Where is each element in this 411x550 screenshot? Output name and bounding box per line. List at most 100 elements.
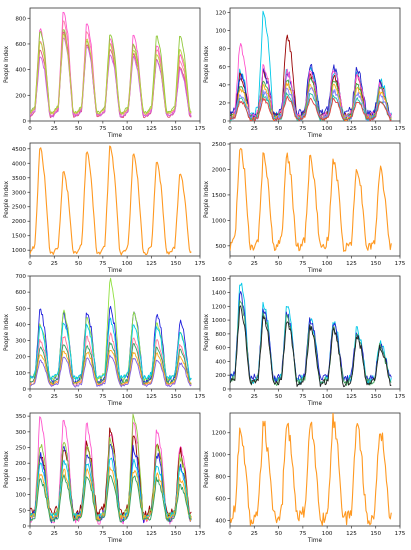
- series-line: [30, 11, 192, 116]
- x-tick-label: 150: [170, 126, 181, 132]
- x-tick-label: 75: [99, 394, 107, 400]
- plot-frame: [229, 142, 401, 257]
- y-axis-label: People Index: [204, 180, 210, 218]
- x-tick-label: 75: [99, 126, 107, 132]
- plot-frame: [29, 275, 201, 390]
- series-line: [30, 33, 192, 115]
- x-tick-label: 125: [146, 394, 157, 400]
- x-tick-label: 100: [122, 261, 133, 267]
- series-line: [30, 277, 192, 383]
- series-line: [30, 341, 192, 385]
- y-tick-label: 500: [215, 244, 226, 250]
- x-tick-label: 0: [228, 531, 232, 537]
- y-tick-label: 800: [215, 475, 226, 481]
- x-tick-label: 150: [170, 261, 181, 267]
- series-line: [30, 416, 192, 525]
- series-line: [230, 305, 392, 388]
- y-tick-label: 100: [15, 493, 26, 499]
- series-line: [30, 349, 192, 386]
- x-tick-label: 100: [122, 394, 133, 400]
- x-axis-label: Time: [307, 538, 323, 544]
- x-tick-label: 50: [275, 261, 283, 267]
- x-tick-label: 0: [28, 531, 32, 537]
- y-axis-label: People Index: [4, 45, 10, 83]
- y-tick-label: 400: [15, 322, 26, 328]
- y-tick-label: 1000: [12, 248, 27, 254]
- x-tick-label: 175: [395, 126, 406, 132]
- y-axis-label: People Index: [204, 45, 210, 83]
- x-tick-label: 175: [395, 531, 406, 537]
- x-tick-label: 125: [346, 394, 357, 400]
- y-tick-label: 0: [22, 524, 26, 530]
- y-axis-label: People Index: [204, 450, 210, 488]
- series-line: [30, 474, 192, 523]
- x-tick-label: 50: [75, 261, 83, 267]
- series-line: [30, 145, 192, 256]
- y-axis-label: People Index: [4, 450, 10, 488]
- plot-frame: [29, 412, 201, 527]
- x-tick-label: 175: [195, 394, 206, 400]
- x-tick-label: 100: [322, 531, 333, 537]
- y-tick-label: 150: [15, 477, 26, 483]
- x-tick-label: 150: [370, 261, 381, 267]
- x-tick-label: 175: [195, 531, 206, 537]
- y-tick-label: 600: [215, 346, 226, 352]
- x-tick-label: 100: [122, 126, 133, 132]
- series-group: [30, 413, 192, 525]
- series-line: [30, 457, 192, 520]
- x-tick-label: 25: [51, 261, 59, 267]
- x-tick-label: 125: [346, 261, 357, 267]
- x-tick-label: 150: [170, 394, 181, 400]
- y-tick-label: 600: [215, 497, 226, 503]
- series-line: [30, 317, 192, 381]
- y-tick-label: 400: [15, 68, 26, 74]
- x-tick-label: 100: [322, 261, 333, 267]
- y-tick-label: 80: [219, 47, 227, 53]
- y-tick-label: 500: [15, 306, 26, 312]
- y-tick-label: 0: [22, 119, 26, 125]
- x-tick-label: 50: [275, 126, 283, 132]
- x-tick-label: 25: [251, 126, 259, 132]
- chart-4: 0 25 50 75 100 125 150 175 500 1000 1500 2000 2500 Ti…: [204, 142, 406, 274]
- y-tick-label: 300: [15, 430, 26, 436]
- y-tick-label: 4000: [12, 161, 27, 167]
- y-tick-label: 40: [219, 83, 227, 89]
- plot-frame: [29, 142, 201, 257]
- x-tick-label: 150: [370, 531, 381, 537]
- y-tick-label: 200: [15, 355, 26, 361]
- y-tick-label: 200: [15, 461, 26, 467]
- y-tick-label: 120: [215, 11, 226, 17]
- y-tick-label: 1500: [212, 193, 227, 199]
- x-tick-label: 125: [346, 531, 357, 537]
- series-line: [230, 147, 392, 252]
- y-tick-label: 400: [215, 519, 226, 525]
- x-tick-label: 50: [75, 394, 83, 400]
- x-tick-label: 175: [395, 394, 406, 400]
- x-tick-label: 125: [146, 126, 157, 132]
- x-tick-label: 0: [228, 126, 232, 132]
- y-tick-label: 1000: [212, 218, 227, 224]
- y-tick-label: 1500: [12, 234, 27, 240]
- x-tick-label: 150: [370, 394, 381, 400]
- series-line: [230, 95, 392, 121]
- x-axis-label: Time: [107, 538, 123, 544]
- series-group: [30, 277, 192, 388]
- y-tick-label: 100: [215, 29, 226, 35]
- plot-frame: [229, 275, 401, 390]
- x-tick-label: 100: [122, 531, 133, 537]
- series-line: [230, 291, 392, 383]
- y-axis-label: People Index: [204, 313, 210, 351]
- y-tick-label: 300: [15, 339, 26, 345]
- x-tick-label: 75: [299, 261, 307, 267]
- x-tick-label: 150: [170, 531, 181, 537]
- x-tick-label: 50: [275, 394, 283, 400]
- x-tick-label: 50: [75, 531, 83, 537]
- y-tick-label: 0: [222, 387, 226, 393]
- y-tick-label: 2500: [12, 205, 27, 211]
- y-tick-label: 250: [15, 446, 26, 452]
- x-tick-label: 175: [195, 261, 206, 267]
- x-tick-label: 50: [275, 531, 283, 537]
- x-tick-label: 125: [346, 126, 357, 132]
- x-axis-label: Time: [107, 133, 123, 139]
- x-tick-label: 100: [322, 126, 333, 132]
